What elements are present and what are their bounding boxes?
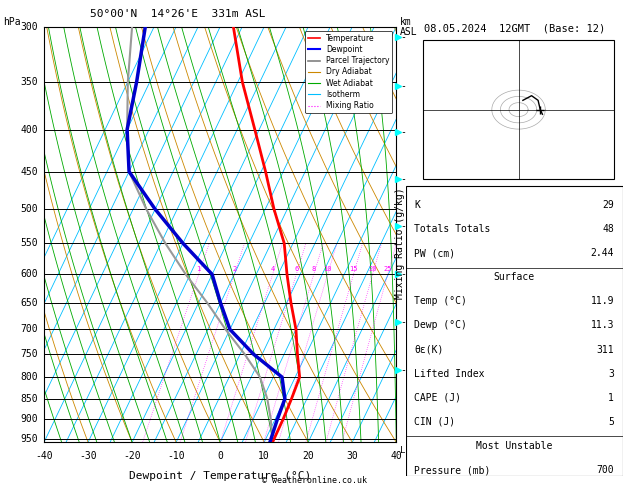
Text: 0: 0 bbox=[217, 451, 223, 461]
Text: 11.3: 11.3 bbox=[591, 320, 614, 330]
Text: 15: 15 bbox=[349, 266, 358, 272]
Text: 6: 6 bbox=[294, 266, 299, 272]
Text: 29: 29 bbox=[603, 200, 614, 210]
Text: 700: 700 bbox=[596, 465, 614, 475]
Text: 3: 3 bbox=[608, 369, 614, 379]
Text: -7: -7 bbox=[401, 81, 412, 91]
Text: 700: 700 bbox=[20, 325, 38, 334]
Text: 08.05.2024  12GMT  (Base: 12): 08.05.2024 12GMT (Base: 12) bbox=[423, 24, 605, 34]
Text: θε(K): θε(K) bbox=[415, 345, 444, 355]
Bar bbox=[406, 186, 623, 476]
Text: 2.44: 2.44 bbox=[591, 248, 614, 258]
Text: Dewp (°C): Dewp (°C) bbox=[415, 320, 467, 330]
Text: 5: 5 bbox=[608, 417, 614, 427]
Text: 30: 30 bbox=[347, 451, 358, 461]
Text: 600: 600 bbox=[20, 269, 38, 279]
Text: 300: 300 bbox=[20, 22, 38, 32]
Text: 48: 48 bbox=[603, 224, 614, 234]
Text: 8: 8 bbox=[311, 266, 316, 272]
Text: -5: -5 bbox=[401, 174, 412, 184]
Text: 850: 850 bbox=[20, 394, 38, 404]
Text: -10: -10 bbox=[167, 451, 185, 461]
Text: 950: 950 bbox=[20, 434, 38, 444]
Text: Totals Totals: Totals Totals bbox=[415, 224, 491, 234]
Text: -40: -40 bbox=[35, 451, 53, 461]
Text: -30: -30 bbox=[79, 451, 97, 461]
Text: CAPE (J): CAPE (J) bbox=[415, 393, 462, 403]
Text: 900: 900 bbox=[20, 414, 38, 424]
Text: 311: 311 bbox=[596, 345, 614, 355]
Text: LCL: LCL bbox=[401, 447, 416, 455]
Text: 25: 25 bbox=[384, 266, 392, 272]
Text: -4: -4 bbox=[401, 221, 412, 231]
Text: -2: -2 bbox=[401, 317, 412, 327]
Text: 650: 650 bbox=[20, 298, 38, 308]
Text: -3: -3 bbox=[401, 269, 412, 279]
Text: 750: 750 bbox=[20, 349, 38, 359]
Text: Most Unstable: Most Unstable bbox=[476, 441, 552, 451]
Text: Temp (°C): Temp (°C) bbox=[415, 296, 467, 306]
Text: -1: -1 bbox=[401, 365, 412, 375]
Text: K: K bbox=[415, 200, 420, 210]
Text: © weatheronline.co.uk: © weatheronline.co.uk bbox=[262, 475, 367, 485]
Bar bbox=[423, 40, 614, 179]
Text: -20: -20 bbox=[123, 451, 141, 461]
Text: Dewpoint / Temperature (°C): Dewpoint / Temperature (°C) bbox=[129, 471, 311, 481]
Text: 10: 10 bbox=[259, 451, 270, 461]
Text: 10: 10 bbox=[323, 266, 332, 272]
Text: kt: kt bbox=[428, 45, 437, 53]
Text: 400: 400 bbox=[20, 124, 38, 135]
Text: 550: 550 bbox=[20, 238, 38, 248]
Text: 50°00'N  14°26'E  331m ASL: 50°00'N 14°26'E 331m ASL bbox=[90, 9, 265, 19]
Text: Surface: Surface bbox=[494, 272, 535, 282]
Text: 450: 450 bbox=[20, 167, 38, 176]
Text: -8: -8 bbox=[401, 32, 412, 42]
Text: 500: 500 bbox=[20, 204, 38, 214]
Text: 20: 20 bbox=[369, 266, 377, 272]
Text: 1: 1 bbox=[608, 393, 614, 403]
Text: -6: -6 bbox=[401, 127, 412, 137]
Text: 11.9: 11.9 bbox=[591, 296, 614, 306]
Text: Lifted Index: Lifted Index bbox=[415, 369, 485, 379]
Text: PW (cm): PW (cm) bbox=[415, 248, 455, 258]
Text: km
ASL: km ASL bbox=[399, 17, 417, 37]
Text: hPa: hPa bbox=[3, 17, 21, 27]
Text: 350: 350 bbox=[20, 77, 38, 87]
Text: 20: 20 bbox=[303, 451, 314, 461]
Text: CIN (J): CIN (J) bbox=[415, 417, 455, 427]
Text: 40: 40 bbox=[391, 451, 402, 461]
Legend: Temperature, Dewpoint, Parcel Trajectory, Dry Adiabat, Wet Adiabat, Isotherm, Mi: Temperature, Dewpoint, Parcel Trajectory… bbox=[305, 31, 392, 113]
Text: 4: 4 bbox=[270, 266, 275, 272]
Text: 2: 2 bbox=[232, 266, 237, 272]
Text: Pressure (mb): Pressure (mb) bbox=[415, 465, 491, 475]
Text: 1: 1 bbox=[197, 266, 201, 272]
Text: 800: 800 bbox=[20, 372, 38, 382]
Text: Mixing Ratio (g/kg): Mixing Ratio (g/kg) bbox=[395, 187, 405, 299]
